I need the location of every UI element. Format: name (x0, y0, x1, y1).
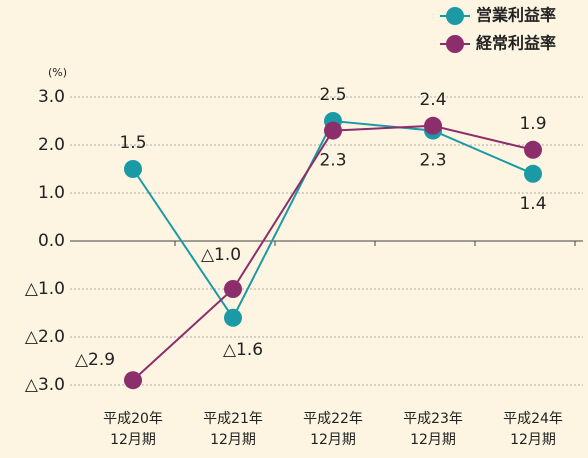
legend-marker (446, 7, 464, 25)
data-label: 1.9 (519, 114, 546, 134)
legend-label: 経常利益率 (476, 34, 556, 53)
y-tick-label: △1.0 (25, 279, 65, 299)
x-tick-label: 平成22年 12月期 (303, 411, 363, 448)
data-label: 2.5 (319, 85, 346, 105)
data-point (424, 116, 442, 135)
x-tick-label: 平成20年 12月期 (103, 411, 163, 448)
data-point (224, 280, 242, 298)
data-point (324, 121, 342, 140)
data-label: △2.9 (75, 350, 115, 370)
y-tick-label: 3.0 (38, 87, 65, 107)
x-tick-label: 平成24年 12月期 (503, 411, 563, 448)
data-point (524, 140, 542, 159)
data-label: 2.3 (419, 151, 446, 171)
legend-marker (446, 35, 464, 53)
data-label: △1.6 (223, 340, 263, 360)
y-tick-label: △2.0 (25, 327, 65, 347)
data-label: 1.4 (519, 194, 546, 214)
data-point (124, 160, 142, 178)
y-tick-label: 2.0 (38, 135, 65, 155)
data-label: 1.5 (119, 133, 146, 153)
y-tick-label: 0.0 (38, 231, 65, 251)
data-label: 2.4 (419, 90, 446, 110)
y-tick-label: △3.0 (25, 375, 65, 395)
data-label: △1.0 (201, 245, 241, 265)
unit-label: (%) (48, 66, 67, 79)
data-point (124, 371, 142, 390)
legend-label: 営業利益率 (476, 6, 556, 25)
y-tick-label: 1.0 (38, 183, 65, 203)
x-tick-label: 平成23年 12月期 (403, 411, 463, 448)
data-label: 2.3 (319, 151, 346, 171)
x-tick-label: 平成21年 12月期 (203, 411, 263, 448)
data-point (224, 308, 242, 327)
data-point (524, 164, 542, 183)
